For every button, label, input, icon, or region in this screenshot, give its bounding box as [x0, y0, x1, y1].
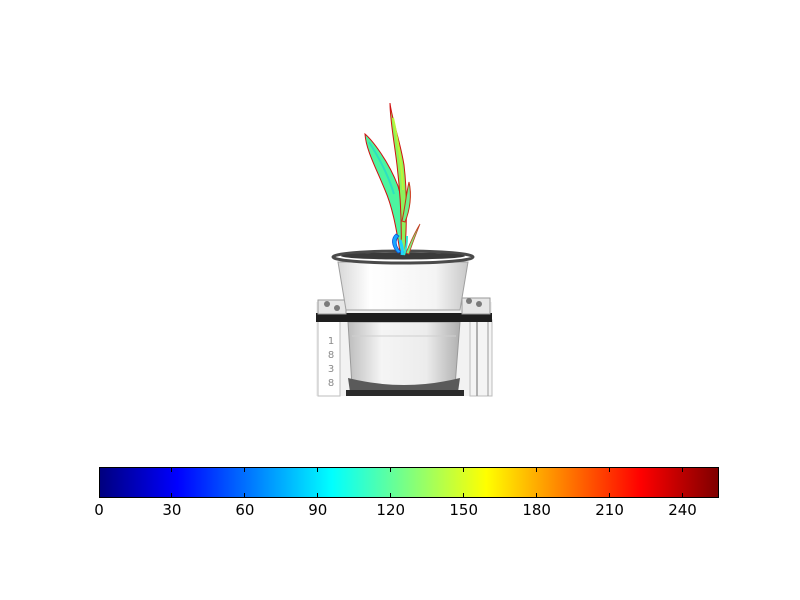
colorbar-tick-label: 0 — [94, 501, 104, 519]
colorbar-tick — [609, 467, 611, 498]
bolt-icon — [324, 301, 330, 307]
colorbar-tick-label: 60 — [235, 501, 255, 519]
pot-label-digit: 8 — [328, 378, 334, 389]
bolt-icon — [334, 305, 340, 311]
colorbar-tick-label: 180 — [522, 501, 551, 519]
bolt-icon — [466, 298, 472, 304]
colorbar-tick-label: 30 — [162, 501, 182, 519]
pot-carrier: 1 8 3 8 — [316, 297, 493, 397]
plant — [364, 102, 421, 256]
colorbar-tick-label: 120 — [376, 501, 406, 519]
colorbar-tick — [98, 467, 100, 498]
colorbar-tick-label: 240 — [668, 501, 697, 519]
colorbar-tick — [244, 467, 246, 498]
pot — [331, 249, 475, 311]
soil-surface — [341, 252, 465, 260]
pot-body — [337, 261, 469, 311]
colorbar-tick — [463, 467, 465, 498]
colorbar-tick — [390, 467, 392, 498]
pot-base-shadow — [348, 378, 460, 392]
pot-label-digit: 8 — [328, 350, 334, 361]
pot-label-digit: 1 — [328, 336, 334, 347]
colorbar-tick — [536, 467, 538, 498]
bolt-icon — [476, 301, 482, 307]
colorbar-tick-label: 90 — [308, 501, 328, 519]
colorbar-tick — [682, 467, 684, 498]
colorbar-tick-label: 150 — [449, 501, 479, 519]
carrier-right-post — [469, 319, 493, 397]
colorbar-tick-label: 210 — [595, 501, 624, 519]
colorbar — [99, 467, 719, 498]
leaf — [401, 181, 411, 223]
carrier-shelf — [316, 313, 492, 322]
leaf — [405, 223, 421, 255]
lower-pot — [347, 321, 461, 387]
pot-label-digit: 3 — [328, 364, 334, 375]
colorbar-tick — [317, 467, 319, 498]
colorbar-tick — [171, 467, 173, 498]
